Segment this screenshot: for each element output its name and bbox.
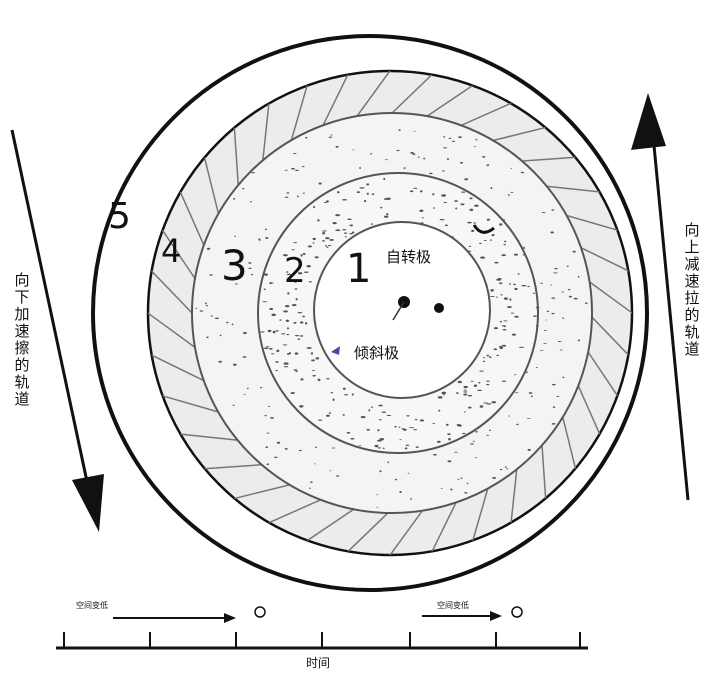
rotation-pole-label: 自转极 <box>386 248 432 266</box>
zone-3-arc-mark <box>472 224 495 234</box>
timeline-ticks <box>63 632 581 648</box>
zone-5-outer-ring <box>91 34 649 592</box>
timeline-annotation-2: 空间变低 <box>437 601 469 610</box>
zone-1-core <box>313 221 491 399</box>
left-arrow-label: 向下加速擦的轨道 <box>14 271 30 408</box>
zone-1-label: 1 <box>346 246 371 292</box>
timeline-annotation-circle-1 <box>254 606 266 618</box>
right-arrow-label: 向上减速拉的轨道 <box>684 221 700 358</box>
right-arrow-head-icon <box>631 93 666 150</box>
timeline-annotation-1: 空间变低 <box>76 601 108 610</box>
tilt-pole-dot <box>434 303 444 313</box>
right-arrow-shaft <box>651 134 690 501</box>
zone-4-label: 4 <box>161 232 181 270</box>
timeline-annotation-arrowhead-1-icon <box>224 613 236 623</box>
zone-texture-speckles <box>195 129 588 508</box>
left-arrow-head-icon <box>72 474 104 532</box>
left-arrow-shaft <box>10 129 94 506</box>
zone-3-label: 3 <box>221 241 248 290</box>
zone-5-label: 5 <box>108 196 131 237</box>
timeline-annotation-arrowhead-2-icon <box>490 611 502 621</box>
timeline-label: 时间 <box>306 656 331 670</box>
zone-4-hatching <box>148 71 632 555</box>
pole-pointer-line <box>392 301 405 321</box>
tilt-pole-label: 倾斜极 <box>354 344 400 362</box>
tilt-marker-icon <box>331 346 340 355</box>
timeline-annotation-circle-2 <box>511 606 523 618</box>
zone-2-label: 2 <box>284 251 306 291</box>
